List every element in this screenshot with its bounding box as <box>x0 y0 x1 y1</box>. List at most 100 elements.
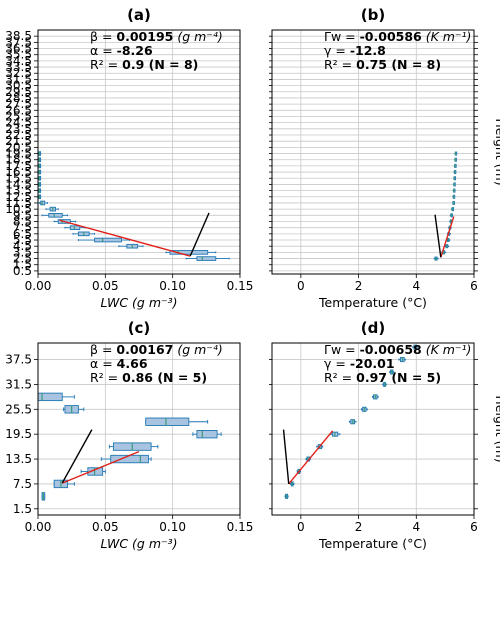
x-axis-label: Temperature (°C) <box>318 536 427 551</box>
x-axis-label: LWC (g m⁻³) <box>101 536 178 551</box>
y-tick-label: 36.5 <box>5 42 32 56</box>
annotation-2: R² = 0.86 (N = 5) <box>90 370 207 385</box>
box-d-10 <box>389 369 395 375</box>
fit-line <box>440 216 455 258</box>
y-tick-label: 21.5 <box>5 134 32 148</box>
reference-line <box>61 429 93 484</box>
y-tick-label: 3.5 <box>13 245 32 259</box>
box-d-6 <box>348 419 357 425</box>
box-a-16 <box>38 157 42 163</box>
y-tick-label: 15.5 <box>5 171 32 185</box>
y-tick-label: 16.5 <box>5 165 32 179</box>
annotation-2: R² = 0.9 (N = 8) <box>90 57 198 72</box>
x-axis-label: LWC (g m⁻³) <box>101 295 178 310</box>
x-tick-label: 2 <box>355 520 363 534</box>
box-iqr <box>94 237 122 243</box>
annotation-0: Γw = -0.00586 (K m⁻¹) <box>324 29 471 44</box>
x-tick-label: 0.15 <box>227 520 254 534</box>
box-c-2 <box>80 467 106 476</box>
fit-line <box>61 450 140 484</box>
x-tick-label: 6 <box>470 520 478 534</box>
box-a-14 <box>38 169 42 175</box>
fit-line <box>59 219 191 257</box>
box-iqr <box>145 417 190 426</box>
reference-line <box>189 212 210 257</box>
y-tick-label: 13.5 <box>5 184 32 198</box>
box-d-8 <box>371 394 379 400</box>
y-tick-label: 6.5 <box>13 227 32 241</box>
annotation-1: α = 4.66 <box>90 356 148 371</box>
box-d-9 <box>382 381 387 387</box>
box-iqr <box>110 454 149 464</box>
panel-title: (c) <box>128 319 151 337</box>
box-c-4 <box>108 442 159 451</box>
box-a-9 <box>38 200 48 206</box>
y-tick-label: 25.5 <box>5 109 32 123</box>
box-b-10 <box>452 194 456 199</box>
y-tick-label: 26.5 <box>5 103 32 117</box>
y-tick-label: 2.5 <box>13 252 32 266</box>
x-tick-label: 2 <box>355 279 363 293</box>
axes-frame <box>37 29 241 275</box>
x-tick-label: 4 <box>412 520 420 534</box>
box-b-0 <box>433 256 439 261</box>
y-tick-label: 7.5 <box>13 221 32 235</box>
y-tick-label: 31.5 <box>5 72 32 86</box>
box-d-0 <box>284 493 289 499</box>
box-iqr <box>196 256 217 261</box>
box-a-17 <box>38 151 42 156</box>
box-c-5 <box>192 430 222 439</box>
box-d-11 <box>398 357 406 363</box>
y-tick-label: 0.5 <box>13 264 32 278</box>
box-c-1 <box>53 479 75 489</box>
y-tick-label: 37.5 <box>5 353 32 367</box>
y-tick-label: 27.5 <box>5 97 32 111</box>
x-tick-label: 0 <box>297 520 305 534</box>
y-tick-label: 29.5 <box>5 85 32 99</box>
box-b-12 <box>453 182 456 187</box>
y-tick-label: 37.5 <box>5 35 32 49</box>
y-tick-label: 38.5 <box>5 29 32 43</box>
y-tick-label: 1.5 <box>13 258 32 272</box>
box-b-16 <box>454 157 457 162</box>
y-tick-label: 33.5 <box>5 60 32 74</box>
box-b-9 <box>452 200 455 205</box>
box-a-10 <box>38 194 42 200</box>
box-a-2 <box>118 243 144 249</box>
x-tick-label: 0.05 <box>92 279 119 293</box>
panel-a: 0.00 0.05 0.10 0.15 0.51.52.53.54.55.56.57.5… <box>5 6 253 310</box>
box-a-5 <box>64 225 86 230</box>
box-b-15 <box>453 163 457 168</box>
y-tick-label: 30.5 <box>5 79 32 93</box>
box-d-12 <box>412 344 418 350</box>
box-iqr <box>169 250 209 255</box>
box-iqr <box>69 225 81 230</box>
box-b-17 <box>454 151 458 156</box>
box-c-6 <box>145 417 209 426</box>
y-tick-label: 24.5 <box>5 116 32 130</box>
x-tick-label: 0.00 <box>25 520 52 534</box>
y-tick-label: 28.5 <box>5 91 32 105</box>
box-iqr <box>40 200 46 206</box>
y-tick-label: 25.5 <box>5 402 32 416</box>
box-a-1 <box>165 250 217 255</box>
panel-c: 0.00 0.05 0.10 0.15 1.5 7.5 13.5 19.5 25.5 31.5 37… <box>5 319 253 551</box>
box-a-4 <box>72 231 96 237</box>
x-tick-label: 4 <box>412 279 420 293</box>
x-tick-label: 0.00 <box>25 279 52 293</box>
y-tick-label: 5.5 <box>13 233 32 247</box>
panel-b: 0 2 4 6 (b) Temperature (°C) Height (m) Γw = -0… <box>269 6 500 310</box>
y-tick-label: 35.5 <box>5 48 32 62</box>
y-tick-label: 9.5 <box>13 208 32 222</box>
y-tick-label: 12.5 <box>5 190 32 204</box>
y-tick-label: 4.5 <box>13 239 32 253</box>
y-tick-label: 34.5 <box>5 54 32 68</box>
box-a-13 <box>38 175 42 181</box>
y-tick-label: 23.5 <box>5 122 32 136</box>
y-tick-label: 20.5 <box>5 140 32 154</box>
panel-d: 0 2 4 6 (d) Temperature (°C) Height (m) Γw = -0… <box>269 319 500 551</box>
axes-frame <box>37 342 241 516</box>
x-tick-label: 0.10 <box>159 520 186 534</box>
box-iqr <box>48 213 63 218</box>
y-tick-label: 10.5 <box>5 202 32 216</box>
